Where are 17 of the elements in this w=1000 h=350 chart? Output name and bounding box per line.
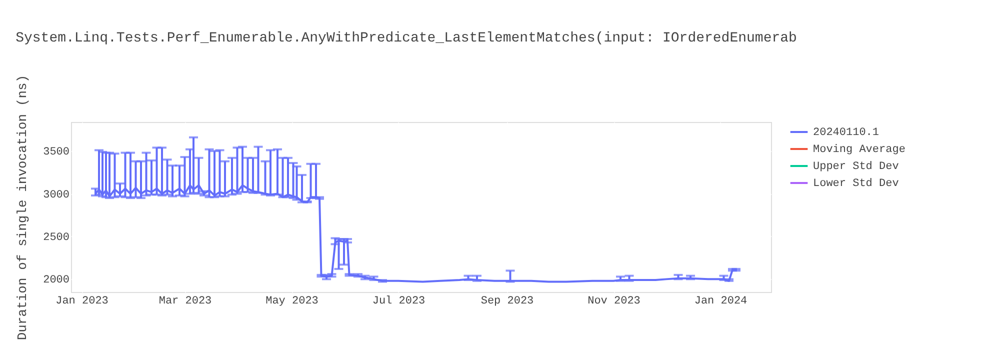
y-tick-label: 3000 [43, 189, 70, 202]
legend-label: 20240110.1 [813, 127, 880, 139]
chart-title: System.Linq.Tests.Perf_Enumerable.AnyWithPredicate_LastElementMatches(input: IOrderedEnumerab [16, 30, 797, 46]
x-tick-label: Sep 2023 [480, 296, 534, 308]
legend-label: Upper Std Dev [813, 161, 900, 173]
y-tick-label: 3500 [43, 146, 70, 159]
y-tick-label: 2500 [43, 232, 70, 244]
x-tick-label: Mar 2023 [158, 296, 212, 308]
legend-label: Moving Average [813, 144, 906, 156]
x-tick-label: Jan 2024 [694, 296, 748, 308]
x-tick-label: Nov 2023 [588, 296, 640, 308]
x-tick-label: Jul 2023 [372, 296, 426, 308]
y-tick-label: 2000 [43, 274, 70, 287]
x-tick-label: May 2023 [266, 296, 318, 308]
y-axis-title: Duration of single invocation (ns) [15, 74, 30, 340]
legend-label: Lower Std Dev [813, 178, 900, 190]
x-tick-label: Jan 2023 [56, 296, 108, 308]
